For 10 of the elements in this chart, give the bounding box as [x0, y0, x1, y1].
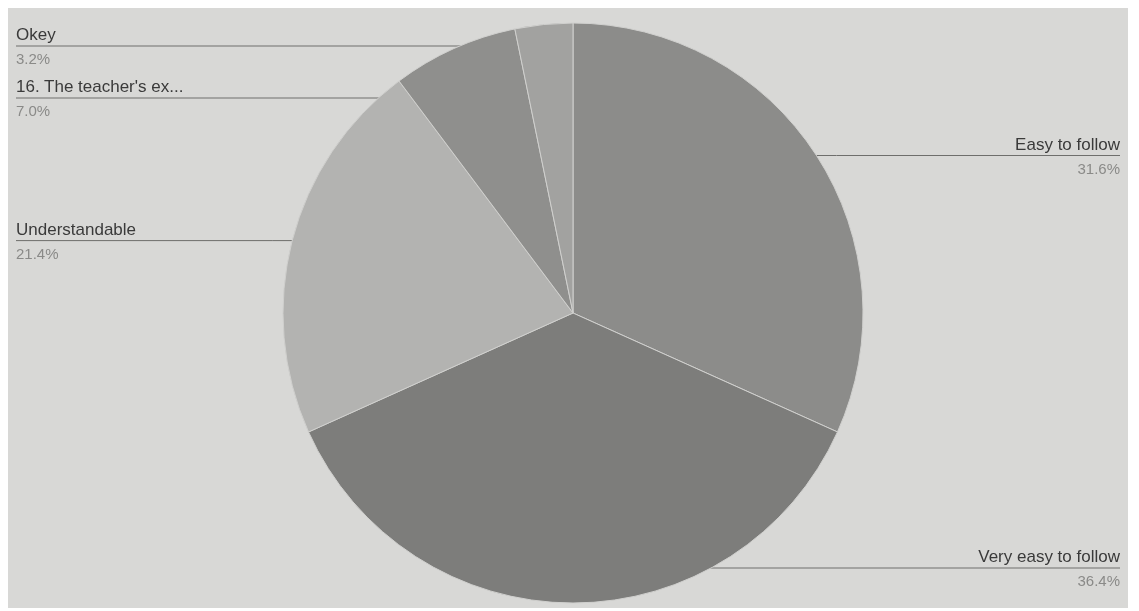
slice-label: Understandable: [16, 219, 137, 239]
slice-label: 16. The teacher's ex...: [16, 77, 184, 96]
data-label: 3.2%: [16, 50, 51, 67]
data-label: 21.4%: [16, 244, 59, 262]
slice-label: Easy to follow: [1015, 134, 1121, 154]
data-label: 7.0%: [16, 102, 51, 119]
data-label: 31.6%: [1077, 159, 1120, 177]
slice-label: Okey: [16, 25, 57, 44]
slice-label: Very easy to follow: [978, 547, 1121, 566]
data-label: 36.4%: [1077, 572, 1120, 589]
